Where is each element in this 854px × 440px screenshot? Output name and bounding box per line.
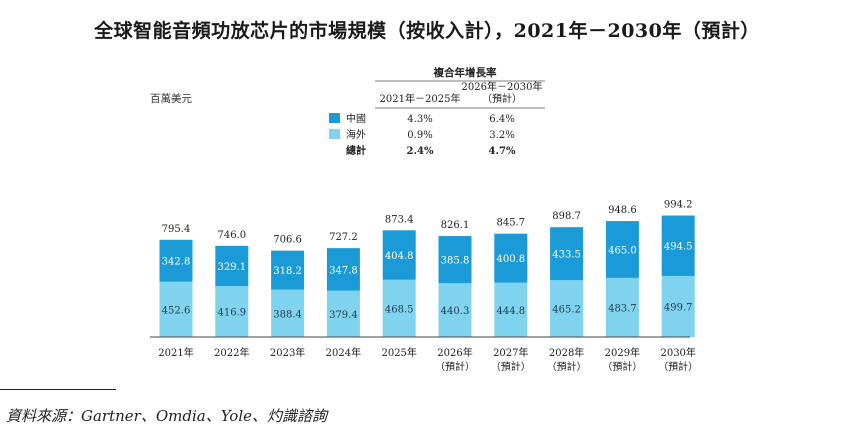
bar-value-label: 342.8 <box>162 257 191 268</box>
x-tick-label: 2024年 <box>326 346 361 359</box>
cagr-row-value-2: 3.2% <box>489 130 514 141</box>
x-tick-label: 2026年 <box>437 346 472 359</box>
bar-segment-china <box>215 245 249 287</box>
cagr-col1-header: 2021年－2025年 <box>380 92 461 105</box>
bar-segment-overseas <box>494 282 528 337</box>
x-tick-label: 2030年 <box>660 346 695 359</box>
bar-value-label: 452.6 <box>162 305 191 316</box>
bar-segment-china <box>550 227 584 281</box>
bar-segment-overseas <box>215 286 249 337</box>
unit-label: 百萬美元 <box>150 92 192 105</box>
bar-total-label: 706.6 <box>273 235 302 246</box>
cagr-row-value-2: 6.4% <box>489 114 514 125</box>
x-tick-sublabel: （預計） <box>547 360 587 373</box>
bar-segment-china <box>438 236 472 284</box>
bar-value-label: 385.8 <box>441 256 470 267</box>
bar-value-label: 465.0 <box>608 245 637 256</box>
bar-value-label: 465.2 <box>552 305 581 316</box>
legend-swatch-1 <box>329 129 340 139</box>
bar-segment-china <box>271 250 305 290</box>
x-tick-label: 2029年 <box>605 346 640 359</box>
bar-segment-china <box>605 221 639 278</box>
x-tick-label: 2025年 <box>381 346 416 359</box>
bar-segment-overseas <box>438 283 472 337</box>
bar-value-label: 347.8 <box>329 265 358 276</box>
bar-total-label: 898.7 <box>552 211 581 222</box>
source-note: 資料來源：Gartner、Omdia、Yole、灼識諮詢 <box>6 407 327 425</box>
bar-segment-china <box>382 230 416 280</box>
cagr-row-value-2: 4.7% <box>489 146 516 157</box>
cagr-row-value-1: 0.9% <box>407 130 432 141</box>
cagr-table: 複合年增長率 2021年－2025年 2026年－2030年 （預計） 中國 4.… <box>329 66 545 157</box>
bar-value-label: 468.5 <box>385 304 414 315</box>
cagr-row-label: 總計 <box>346 144 366 157</box>
bar-segment-china <box>494 233 528 283</box>
cagr-row-value-1: 4.3% <box>407 114 432 125</box>
bar-total-label: 948.6 <box>608 205 637 216</box>
x-tick-label: 2022年 <box>214 346 249 359</box>
cagr-col2-subheader: （預計） <box>482 92 522 105</box>
bar-value-label: 440.3 <box>441 306 470 317</box>
bar-value-label: 379.4 <box>329 310 358 321</box>
x-tick-label: 2027年 <box>493 346 528 359</box>
bar-value-label: 444.8 <box>496 306 525 317</box>
bar-total-label: 727.2 <box>329 232 358 243</box>
bar-total-label: 746.0 <box>217 230 246 241</box>
bar-value-label: 483.7 <box>608 303 637 314</box>
bar-value-label: 329.1 <box>217 262 246 273</box>
bar-group: 452.6 342.8 795.4 2021年 416.9 329.1 746.0 2022年… <box>158 200 698 373</box>
legend-swatch-0 <box>329 113 340 123</box>
chart-title: 全球智能音頻功放芯片的市場規模（按收入計），2021年－2030年（預計） <box>94 20 760 42</box>
cagr-col2-header: 2026年－2030年 <box>462 80 543 93</box>
x-tick-sublabel: （預計） <box>658 360 698 373</box>
bar-total-label: 795.4 <box>162 224 191 235</box>
x-tick-label: 2023年 <box>270 346 305 359</box>
bar-value-label: 404.8 <box>385 251 414 262</box>
bar-segment-overseas <box>271 289 305 337</box>
bar-value-label: 494.5 <box>664 242 693 253</box>
bar-total-label: 873.4 <box>385 214 414 225</box>
x-tick-sublabel: （預計） <box>602 360 642 373</box>
bar-value-label: 499.7 <box>664 302 693 313</box>
bar-segment-overseas <box>159 281 193 337</box>
x-tick-label: 2021年 <box>158 346 193 359</box>
bar-segment-overseas <box>326 290 360 337</box>
source-divider <box>0 389 116 390</box>
cagr-row-label: 海外 <box>346 128 366 141</box>
bar-segment-overseas <box>605 277 639 337</box>
cagr-row-value-1: 2.4% <box>407 146 434 157</box>
cagr-row-label: 中國 <box>346 112 366 125</box>
bar-segment-overseas <box>382 279 416 337</box>
x-tick-sublabel: （預計） <box>491 360 531 373</box>
bar-value-label: 318.2 <box>273 266 302 277</box>
bar-value-label: 433.5 <box>552 250 581 261</box>
cagr-header: 複合年增長率 <box>433 66 497 79</box>
bar-total-label: 994.2 <box>664 200 693 211</box>
x-tick-sublabel: （預計） <box>435 360 475 373</box>
bar-value-label: 416.9 <box>217 308 246 319</box>
bar-value-label: 388.4 <box>273 309 302 320</box>
bar-value-label: 400.8 <box>496 254 525 265</box>
bar-segment-china <box>159 239 193 282</box>
bar-segment-overseas <box>550 280 584 337</box>
bar-segment-china <box>661 215 695 276</box>
x-tick-label: 2028年 <box>549 346 584 359</box>
bar-segment-overseas <box>661 275 695 337</box>
bar-total-label: 826.1 <box>441 220 470 231</box>
bar-segment-china <box>326 248 360 291</box>
bar-total-label: 845.7 <box>496 218 525 229</box>
